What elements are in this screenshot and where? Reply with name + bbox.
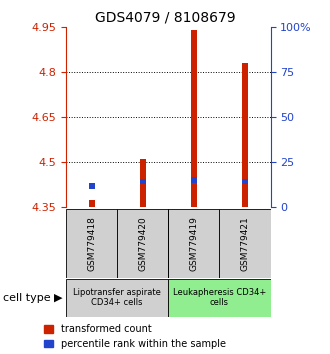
- Bar: [66, 209, 117, 278]
- Text: Lipotransfer aspirate
CD34+ cells: Lipotransfer aspirate CD34+ cells: [73, 288, 161, 307]
- Text: GDS4079 / 8108679: GDS4079 / 8108679: [95, 11, 235, 25]
- Bar: [168, 279, 271, 317]
- Bar: [88, 200, 95, 207]
- Bar: [191, 29, 197, 207]
- Bar: [140, 179, 146, 184]
- Legend: transformed count, percentile rank within the sample: transformed count, percentile rank withi…: [45, 324, 226, 349]
- Text: cell type: cell type: [3, 293, 51, 303]
- Text: GSM779418: GSM779418: [87, 216, 96, 271]
- Bar: [88, 183, 95, 189]
- Bar: [219, 209, 271, 278]
- Bar: [242, 179, 248, 184]
- Bar: [140, 159, 146, 207]
- Bar: [191, 177, 197, 183]
- Text: GSM779421: GSM779421: [241, 216, 249, 271]
- Bar: [117, 209, 168, 278]
- Bar: [242, 63, 248, 207]
- Text: Leukapheresis CD34+
cells: Leukapheresis CD34+ cells: [173, 288, 266, 307]
- Text: GSM779420: GSM779420: [138, 216, 147, 271]
- Bar: [168, 209, 219, 278]
- Text: ▶: ▶: [54, 293, 63, 303]
- Text: GSM779419: GSM779419: [189, 216, 198, 271]
- Bar: [66, 279, 168, 317]
